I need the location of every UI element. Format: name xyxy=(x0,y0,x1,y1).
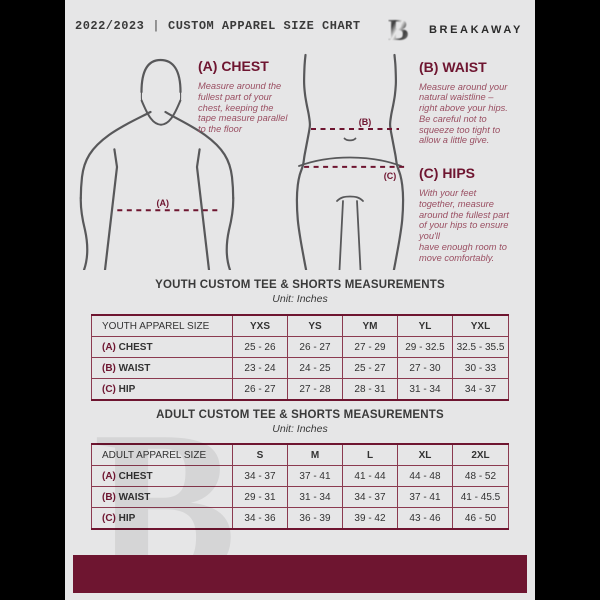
svg-text:(B): (B) xyxy=(359,117,372,127)
svg-text:(A): (A) xyxy=(157,198,170,208)
svg-text:(C): (C) xyxy=(384,171,397,181)
